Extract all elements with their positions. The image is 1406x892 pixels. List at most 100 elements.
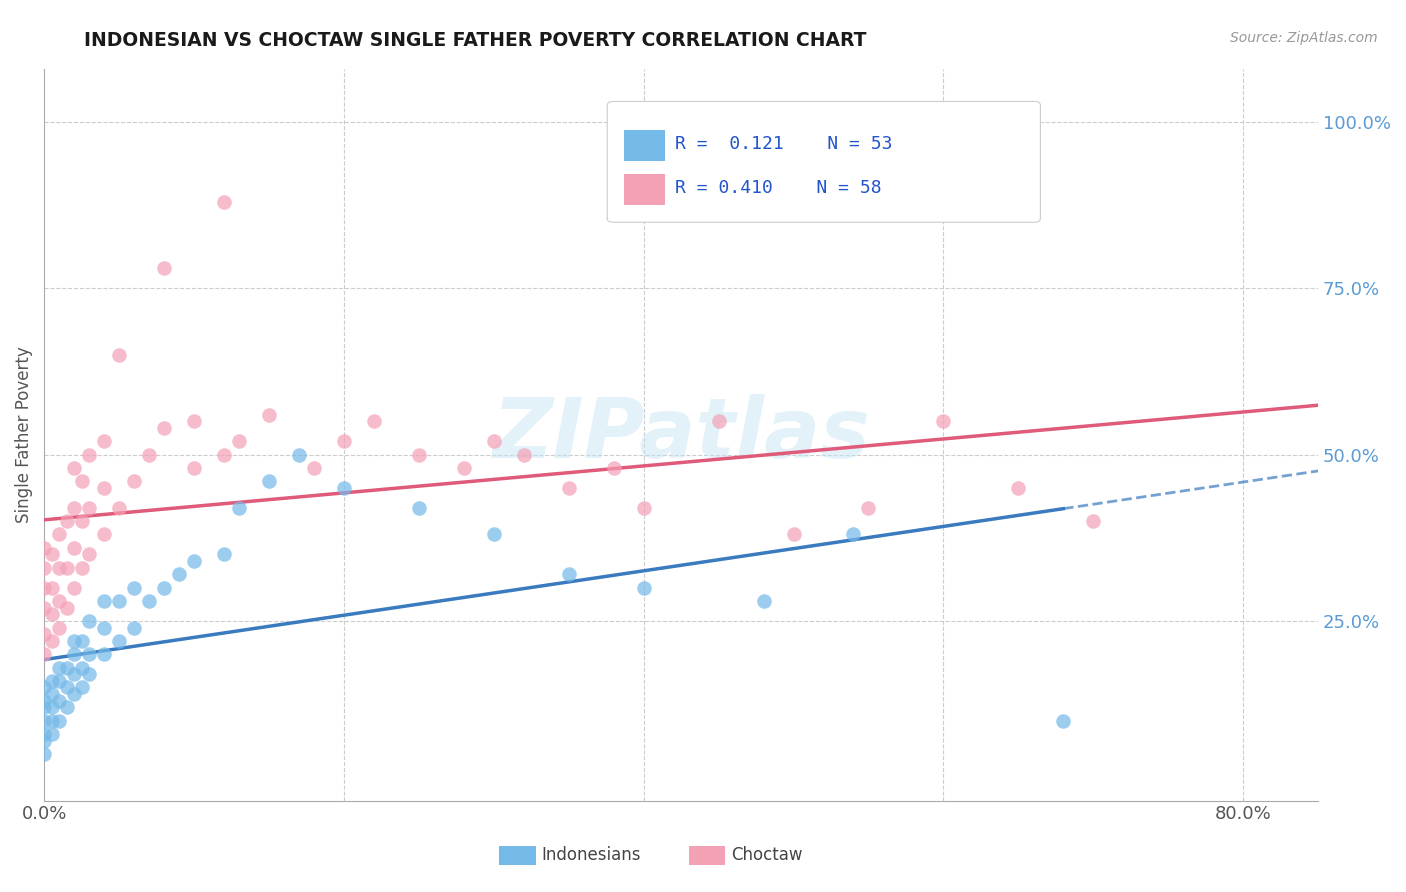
Point [32, 647, 55, 661]
Point [153, 581, 176, 595]
Point [93, 647, 115, 661]
Point [32, 681, 55, 695]
Text: INDONESIAN VS CHOCTAW SINGLE FATHER POVERTY CORRELATION CHART: INDONESIAN VS CHOCTAW SINGLE FATHER POVE… [84, 31, 868, 50]
Point [93, 594, 115, 608]
Point [212, 547, 235, 561]
Point [55, 700, 77, 714]
Point [41, 714, 63, 728]
Point [183, 460, 205, 475]
Point [55, 660, 77, 674]
Point [70, 514, 93, 528]
Point [41, 673, 63, 688]
Point [63, 633, 86, 648]
Point [782, 527, 804, 541]
Point [48, 660, 70, 674]
Point [167, 567, 190, 582]
Point [408, 448, 430, 462]
Point [1007, 481, 1029, 495]
FancyBboxPatch shape [624, 130, 665, 161]
Point [183, 414, 205, 428]
Text: Indonesians: Indonesians [541, 847, 641, 864]
Point [122, 581, 145, 595]
Point [183, 554, 205, 568]
Point [41, 633, 63, 648]
Point [932, 414, 955, 428]
Point [93, 621, 115, 635]
Point [408, 500, 430, 515]
Point [63, 460, 86, 475]
Point [77, 500, 100, 515]
Point [32, 714, 55, 728]
Point [108, 594, 131, 608]
Point [302, 460, 325, 475]
Point [228, 500, 250, 515]
Point [77, 667, 100, 681]
Point [63, 541, 86, 555]
Point [752, 594, 775, 608]
Point [333, 481, 356, 495]
Point [212, 448, 235, 462]
Point [77, 614, 100, 628]
FancyBboxPatch shape [607, 102, 1040, 222]
Point [557, 481, 579, 495]
Point [228, 434, 250, 449]
Text: Choctaw: Choctaw [731, 847, 803, 864]
Point [63, 687, 86, 701]
Point [32, 541, 55, 555]
Point [41, 581, 63, 595]
Point [257, 408, 280, 422]
Point [138, 594, 160, 608]
Point [32, 700, 55, 714]
Point [138, 448, 160, 462]
Point [48, 594, 70, 608]
Point [633, 500, 655, 515]
Point [32, 694, 55, 708]
Point [48, 527, 70, 541]
Point [1083, 514, 1105, 528]
Point [32, 581, 55, 595]
Point [63, 500, 86, 515]
Point [93, 481, 115, 495]
Point [453, 460, 475, 475]
Point [70, 560, 93, 574]
Point [70, 633, 93, 648]
Point [77, 647, 100, 661]
Point [32, 627, 55, 641]
Point [482, 434, 505, 449]
Point [602, 460, 624, 475]
Point [41, 607, 63, 622]
Text: R =  0.121    N = 53: R = 0.121 N = 53 [675, 135, 893, 153]
Point [55, 560, 77, 574]
Point [557, 567, 579, 582]
Point [63, 647, 86, 661]
Point [48, 621, 70, 635]
Point [93, 434, 115, 449]
Point [48, 560, 70, 574]
Point [108, 348, 131, 362]
Point [70, 474, 93, 488]
Point [41, 727, 63, 741]
Point [70, 660, 93, 674]
Y-axis label: Single Father Poverty: Single Father Poverty [15, 346, 32, 523]
Point [1052, 714, 1074, 728]
Point [32, 733, 55, 747]
Point [77, 448, 100, 462]
Text: Source: ZipAtlas.com: Source: ZipAtlas.com [1230, 31, 1378, 45]
Point [513, 448, 536, 462]
Point [48, 714, 70, 728]
Point [77, 547, 100, 561]
Text: ZIPatlas: ZIPatlas [492, 394, 870, 475]
Point [482, 527, 505, 541]
FancyBboxPatch shape [624, 174, 665, 204]
Point [55, 681, 77, 695]
Point [63, 667, 86, 681]
Point [122, 474, 145, 488]
Point [633, 581, 655, 595]
Point [333, 434, 356, 449]
Point [93, 527, 115, 541]
Point [153, 421, 176, 435]
Point [63, 581, 86, 595]
Point [212, 194, 235, 209]
Point [70, 681, 93, 695]
Point [48, 694, 70, 708]
